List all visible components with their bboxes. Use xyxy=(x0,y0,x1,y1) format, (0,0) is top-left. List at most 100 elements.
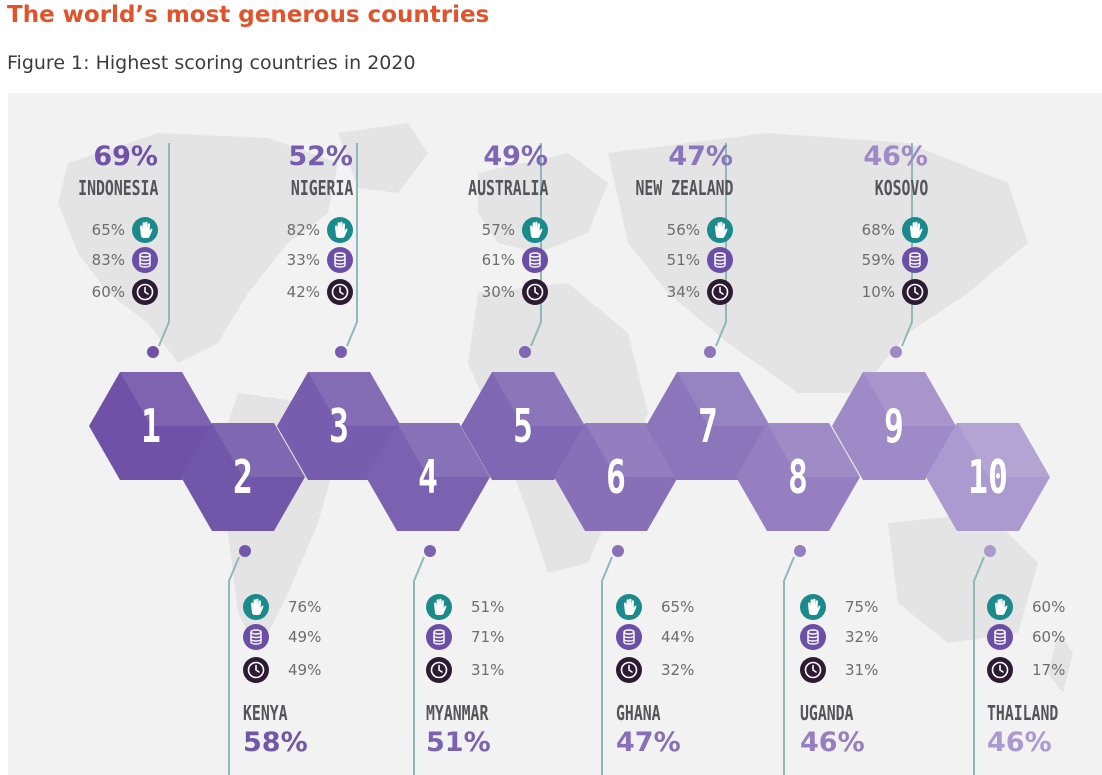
country-card-new-zealand: 47% NEW ZEALAND 56% 51% 34% xyxy=(588,141,733,305)
donating-value: 60% xyxy=(1032,628,1066,646)
metric-donating: 71% xyxy=(426,623,504,651)
donating-value: 71% xyxy=(471,628,505,646)
overall-score: 58% xyxy=(243,727,308,758)
volunteering-value: 49% xyxy=(288,661,322,679)
metric-helping: 75% xyxy=(800,593,878,621)
rank-number: 1 xyxy=(141,401,161,454)
helping-value: 57% xyxy=(481,221,515,239)
donating-value: 33% xyxy=(286,251,320,269)
country-name: THAILAND xyxy=(987,701,1059,725)
country-name: AUSTRALIA xyxy=(467,176,548,200)
volunteering-value: 10% xyxy=(861,283,895,301)
country-name: NIGERIA xyxy=(290,176,353,200)
hexagon-highlight xyxy=(120,372,213,426)
hand-icon xyxy=(800,594,826,620)
overall-score: 46% xyxy=(800,727,865,758)
rank-hexagon: 10 xyxy=(926,423,1050,531)
clock-icon xyxy=(707,279,733,305)
coins-icon xyxy=(902,247,928,273)
coins-icon xyxy=(243,624,269,650)
hand-icon xyxy=(707,217,733,243)
overall-score: 47% xyxy=(616,727,681,758)
connector-dot xyxy=(519,346,531,358)
rank-number: 4 xyxy=(418,452,438,505)
country-card-thailand: 60% 60% 17% THAILAND 46% xyxy=(987,593,1097,763)
metric-helping: 65% xyxy=(616,593,694,621)
helping-value: 82% xyxy=(286,221,320,239)
hand-icon xyxy=(327,217,353,243)
overall-score: 51% xyxy=(426,727,491,758)
country-card-kosovo: 46% KOSOVO 68% 59% 10% xyxy=(818,141,928,305)
coins-icon xyxy=(327,247,353,273)
metric-donating: 61% xyxy=(482,246,548,274)
connector-line xyxy=(601,556,613,775)
country-name: GHANA xyxy=(616,701,661,725)
volunteering-value: 42% xyxy=(286,283,320,301)
hexagon-highlight xyxy=(212,423,305,477)
country-card-myanmar: 51% 71% 31% MYANMAR 51% xyxy=(426,593,566,763)
volunteering-value: 32% xyxy=(661,661,695,679)
country-card-indonesia: 69% INDONESIA 65% 83% 60% xyxy=(58,141,158,305)
country-card-australia: 49% AUSTRALIA 57% 61% 30% xyxy=(428,141,548,305)
metric-helping: 57% xyxy=(482,216,548,244)
metric-volunteering: 10% xyxy=(862,278,928,306)
rank-hexagon: 1 xyxy=(89,372,213,480)
metric-helping: 56% xyxy=(667,216,733,244)
hexagon-shape xyxy=(646,372,770,480)
metric-volunteering: 34% xyxy=(667,278,733,306)
clock-icon xyxy=(800,657,826,683)
coins-icon xyxy=(522,247,548,273)
hand-icon xyxy=(132,217,158,243)
helping-value: 65% xyxy=(661,598,695,616)
hand-icon xyxy=(243,594,269,620)
metric-helping: 68% xyxy=(862,216,928,244)
country-card-nigeria: 52% NIGERIA 82% 33% 42% xyxy=(248,141,353,305)
hexagon-shape xyxy=(461,372,585,480)
coins-icon xyxy=(800,624,826,650)
donating-value: 83% xyxy=(91,251,125,269)
hexagon-shape xyxy=(554,423,678,531)
hexagon-highlight xyxy=(677,372,770,426)
country-card-ghana: 65% 44% 32% GHANA 47% xyxy=(616,593,756,763)
ranking-hexagon-chain: 1 2 3 4 5 6 7 8 9 10 xyxy=(89,143,1050,775)
rank-hexagon: 2 xyxy=(181,423,305,531)
overall-score: 46% xyxy=(987,727,1052,758)
helping-value: 68% xyxy=(861,221,895,239)
metric-donating: 83% xyxy=(92,246,158,274)
country-name: INDONESIA xyxy=(77,176,158,200)
metric-volunteering: 31% xyxy=(426,656,504,684)
coins-icon xyxy=(707,247,733,273)
rank-hexagon: 7 xyxy=(646,372,770,480)
hexagon-shape xyxy=(736,423,860,531)
figure-caption: Figure 1: Highest scoring countries in 2… xyxy=(7,52,416,74)
hexagon-highlight xyxy=(957,423,1050,477)
connector-line xyxy=(413,556,425,775)
connector-dot xyxy=(239,545,251,557)
donating-value: 44% xyxy=(661,628,695,646)
connector-line xyxy=(973,556,985,775)
metric-helping: 65% xyxy=(92,216,158,244)
volunteering-value: 31% xyxy=(845,661,879,679)
overall-score: 47% xyxy=(668,141,733,172)
metric-donating: 59% xyxy=(862,246,928,274)
connector-dot xyxy=(890,346,902,358)
metric-volunteering: 30% xyxy=(482,278,548,306)
clock-icon xyxy=(327,279,353,305)
volunteering-value: 34% xyxy=(666,283,700,301)
clock-icon xyxy=(426,657,452,683)
hexagon-shape xyxy=(366,423,490,531)
volunteering-value: 31% xyxy=(471,661,505,679)
rank-number: 10 xyxy=(968,452,1008,505)
hand-icon xyxy=(616,594,642,620)
metric-volunteering: 49% xyxy=(243,656,321,684)
connector-dot xyxy=(612,545,624,557)
rank-number: 8 xyxy=(788,452,808,505)
rank-hexagon: 9 xyxy=(832,372,956,480)
country-name: KOSOVO xyxy=(874,176,928,200)
overall-score: 46% xyxy=(863,141,928,172)
metric-donating: 33% xyxy=(287,246,353,274)
volunteering-value: 60% xyxy=(91,283,125,301)
hand-icon xyxy=(987,594,1013,620)
coins-icon xyxy=(987,624,1013,650)
volunteering-value: 30% xyxy=(481,283,515,301)
